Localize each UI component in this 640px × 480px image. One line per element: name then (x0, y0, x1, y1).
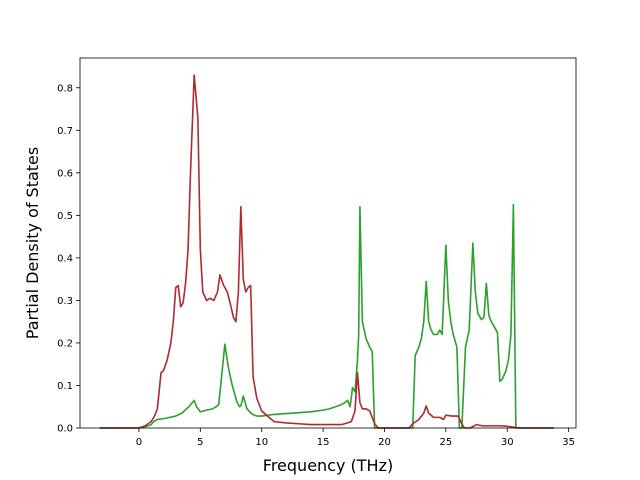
x-tick-label: 30 (501, 437, 514, 448)
y-tick-label: 0.2 (57, 338, 73, 349)
series-layer (99, 74, 554, 429)
y-tick-label: 0.1 (57, 381, 73, 392)
x-axis-ticks: 0 5 10 15 20 25 30 35 (136, 428, 575, 448)
x-axis-label: Frequency (THz) (263, 456, 393, 475)
y-tick-label: 0.3 (57, 296, 73, 307)
plot-area (80, 58, 576, 428)
x-tick-label: 10 (255, 437, 268, 448)
x-tick-label: 15 (317, 437, 330, 448)
series-line-2 (99, 74, 554, 429)
y-tick-label: 0.5 (57, 211, 73, 222)
x-tick-label: 35 (562, 437, 575, 448)
y-tick-label: 0.7 (57, 126, 73, 137)
y-tick-label: 0.8 (57, 83, 73, 94)
x-tick-label: 0 (136, 437, 142, 448)
x-tick-label: 5 (197, 437, 203, 448)
series-line-1 (99, 203, 554, 429)
y-axis-label: Partial Density of States (23, 147, 42, 339)
x-tick-label: 25 (439, 437, 452, 448)
y-tick-label: 0.0 (57, 424, 73, 435)
y-axis-ticks: 0.0 0.1 0.2 0.3 0.4 0.5 0.6 0.7 0.8 (57, 83, 80, 435)
x-tick-label: 20 (378, 437, 391, 448)
plot-frame (79, 57, 577, 429)
y-tick-label: 0.4 (57, 253, 73, 264)
y-tick-label: 0.6 (57, 168, 73, 179)
